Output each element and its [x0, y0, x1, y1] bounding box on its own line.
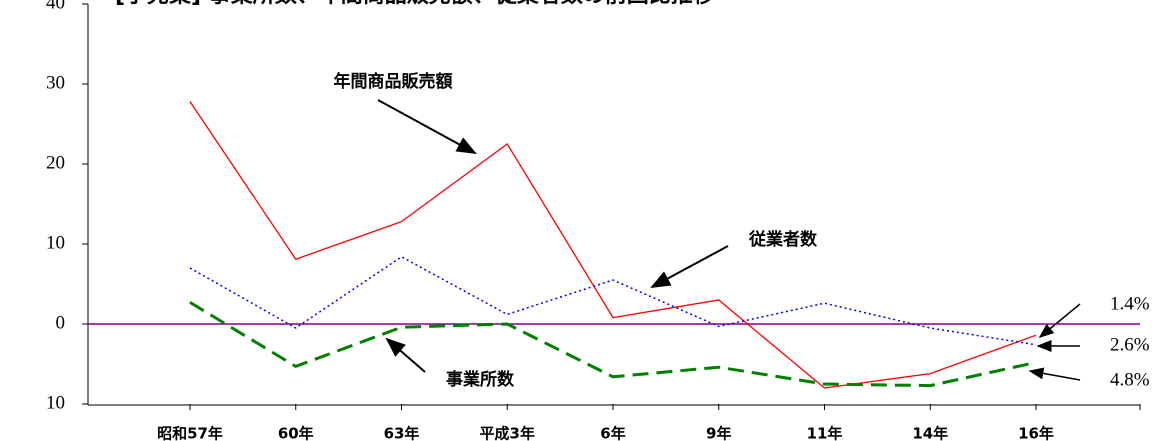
- x-tick-label: 14年: [912, 425, 948, 441]
- arrow: [1028, 367, 1081, 381]
- series-label: 事業所数: [446, 369, 515, 390]
- annotation: 1.4%: [1110, 293, 1150, 314]
- x-tick-label: 6年: [600, 425, 625, 441]
- annotation: 4.8%: [1110, 369, 1150, 390]
- y-tick-label: 10: [46, 392, 65, 413]
- arrow: [650, 245, 729, 288]
- arrow: [1038, 303, 1081, 338]
- x-tick-label: 63年: [384, 425, 420, 441]
- y-tick-label: 0: [56, 312, 66, 333]
- chart-title: [小売業] 事業所数、年間商品販売額、従業者数の前回比推移: [115, 0, 715, 8]
- series-line: [189, 101, 1037, 389]
- x-tick-label: 昭和57年: [157, 425, 223, 441]
- y-tick-label: 30: [46, 72, 65, 93]
- y-tick-label: 40: [46, 0, 65, 13]
- series-line: [189, 301, 1037, 388]
- y-tick-label: 20: [46, 152, 65, 173]
- series-line: [189, 255, 1037, 346]
- x-tick-label: 16年: [1018, 425, 1054, 441]
- x-tick-label: 60年: [278, 425, 314, 441]
- x-tick-label: 11年: [807, 425, 843, 441]
- x-tick-label: 平成3年: [480, 425, 535, 441]
- y-tick-label: 10: [46, 232, 65, 253]
- arrow: [377, 99, 477, 154]
- arrow: [385, 337, 426, 373]
- annotation: 2.6%: [1110, 334, 1150, 355]
- series-label: 従業者数: [748, 229, 818, 250]
- x-tick-label: 9年: [706, 425, 731, 441]
- series-label: 年間商品販売額: [334, 71, 453, 92]
